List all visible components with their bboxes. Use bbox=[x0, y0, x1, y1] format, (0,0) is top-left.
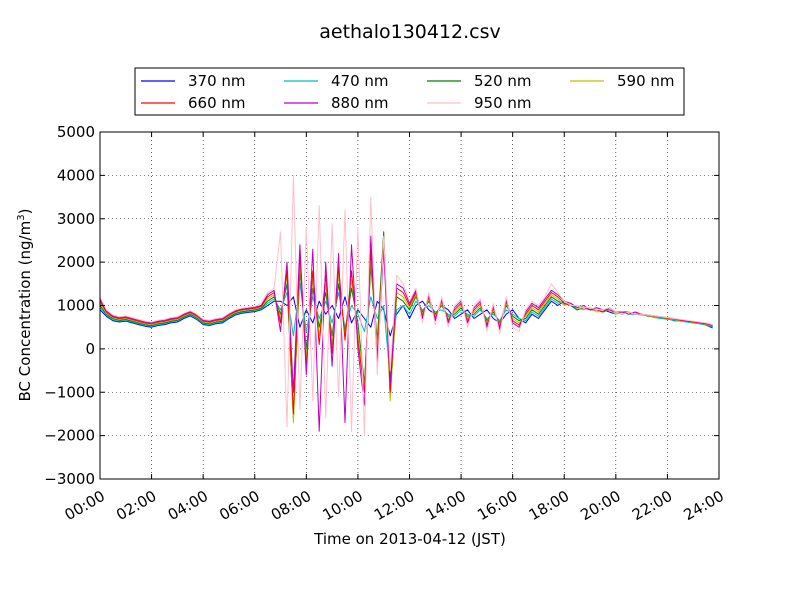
series-line-590-nm bbox=[100, 244, 713, 424]
y-tick-label: 5000 bbox=[57, 123, 95, 141]
y-tick-label: 3000 bbox=[57, 210, 95, 228]
legend-label-370-nm: 370 nm bbox=[188, 72, 246, 90]
legend-label-520-nm: 520 nm bbox=[474, 72, 532, 90]
y-axis-label-end: ) bbox=[16, 209, 34, 215]
legend-label-950-nm: 950 nm bbox=[474, 94, 532, 112]
y-tick-label: 4000 bbox=[57, 166, 95, 184]
legend-label-880-nm: 880 nm bbox=[331, 94, 389, 112]
series-line-950-nm bbox=[100, 174, 713, 437]
x-tick-label: 04:00 bbox=[165, 487, 211, 524]
x-tick-label: 14:00 bbox=[423, 487, 469, 524]
y-tick-label: 0 bbox=[85, 340, 95, 358]
legend-box bbox=[134, 67, 685, 116]
y-tick-label: −1000 bbox=[44, 383, 95, 401]
x-tick-label: 02:00 bbox=[113, 487, 159, 524]
x-tick-label: 20:00 bbox=[577, 487, 623, 524]
y-tick-label: −3000 bbox=[44, 470, 95, 488]
x-tick-label: 10:00 bbox=[319, 487, 365, 524]
x-tick-label: 00:00 bbox=[62, 487, 108, 524]
y-axis-label: BC Concentration (ng/m3) bbox=[16, 209, 34, 402]
x-tick-label: 08:00 bbox=[268, 487, 314, 524]
legend-label-590-nm: 590 nm bbox=[617, 72, 675, 90]
y-axis-label-sup: 3 bbox=[16, 214, 27, 220]
x-tick-label: 16:00 bbox=[474, 487, 520, 524]
legend-label-470-nm: 470 nm bbox=[331, 72, 389, 90]
series-line-370-nm bbox=[100, 296, 713, 337]
x-axis-label: Time on 2013-04-12 (JST) bbox=[313, 530, 506, 548]
series-line-660-nm bbox=[100, 235, 713, 415]
series-line-520-nm bbox=[100, 231, 713, 419]
x-tick-label: 24:00 bbox=[681, 487, 727, 524]
y-axis-label-main: BC Concentration (ng/m bbox=[16, 221, 34, 402]
series-line-880-nm bbox=[100, 235, 713, 432]
y-tick-label: 2000 bbox=[57, 253, 95, 271]
x-tick-label: 18:00 bbox=[526, 487, 572, 524]
chart-title: aethalo130412.csv bbox=[319, 21, 501, 43]
y-tick-label: −2000 bbox=[44, 427, 95, 445]
legend-label-660-nm: 660 nm bbox=[188, 94, 246, 112]
series-group bbox=[100, 174, 713, 437]
x-tick-label: 06:00 bbox=[216, 487, 262, 524]
x-tick-label: 22:00 bbox=[629, 487, 675, 524]
y-tick-label: 1000 bbox=[57, 297, 95, 315]
legend: 370 nm 470 nm 520 nm 590 nm 660 nm 880 nm 950 … bbox=[134, 67, 685, 116]
x-tick-label: 12:00 bbox=[371, 487, 417, 524]
